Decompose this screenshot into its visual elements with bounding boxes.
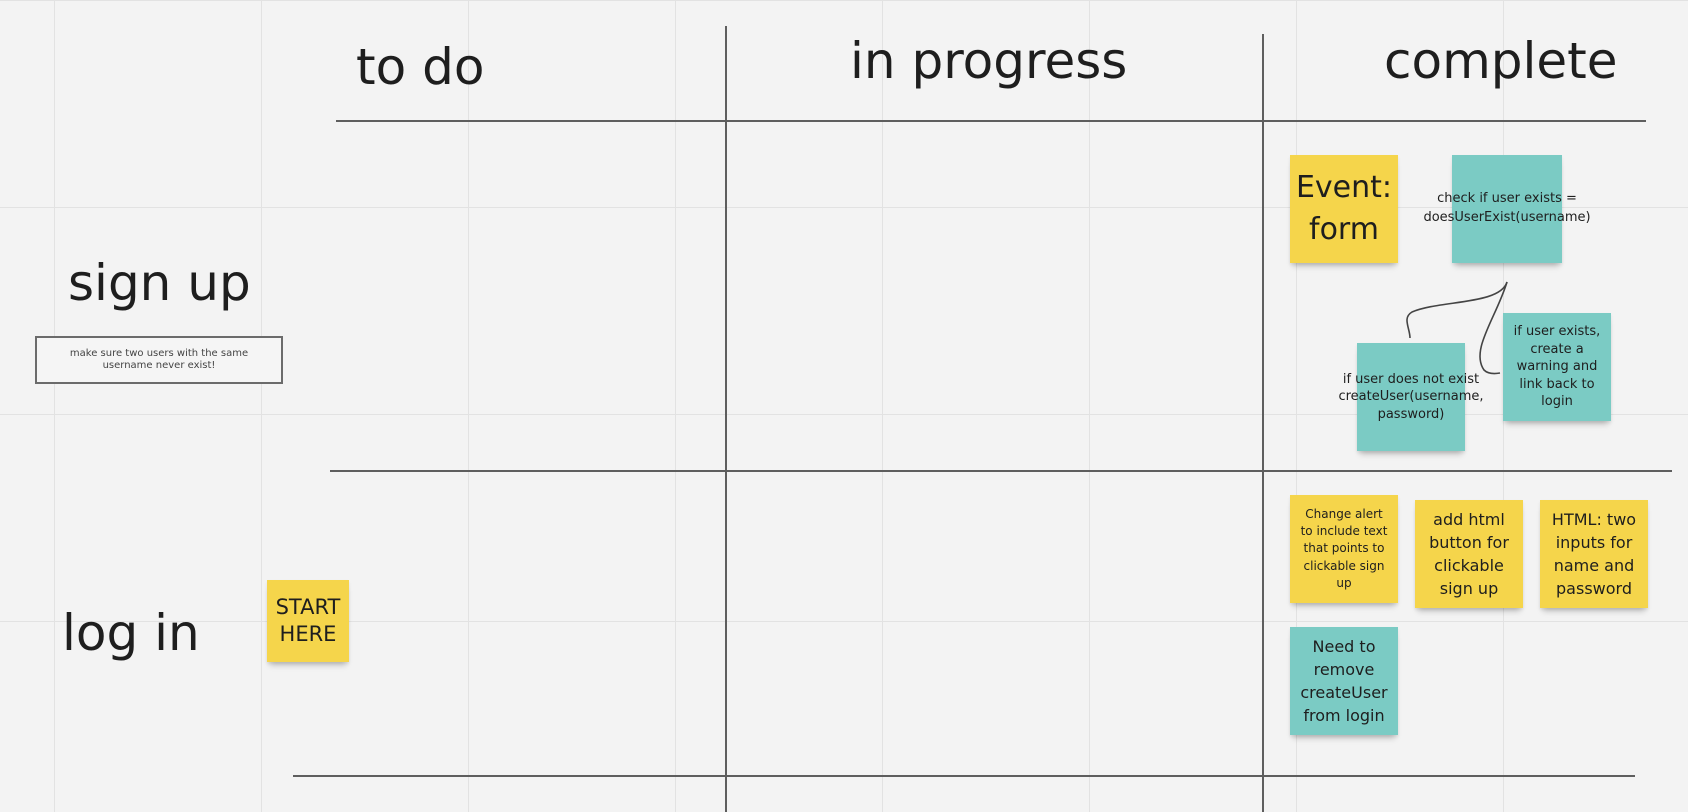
sticky-text: HTML: two inputs for name and password: [1551, 509, 1637, 599]
sticky-text: add html button for clickable sign up: [1429, 509, 1509, 599]
sticky-text: Need to remove createUser from login: [1300, 636, 1388, 726]
sticky-start-here[interactable]: START HERE: [267, 580, 349, 662]
sticky-check-user[interactable]: check if user exists = doesUserExist(use…: [1423, 155, 1591, 263]
sticky-add-html-button[interactable]: add html button for clickable sign up: [1415, 500, 1523, 608]
header-divider-line: [336, 120, 1646, 122]
bottom-divider-line: [293, 775, 1635, 777]
sticky-user-exists[interactable]: if user exists, create a warning and lin…: [1503, 313, 1611, 421]
row-divider-line: [330, 470, 1672, 472]
sticky-user-not-exist[interactable]: if user does not exist createUser(userna…: [1338, 343, 1484, 451]
row-title-log-in[interactable]: log in: [62, 604, 200, 662]
sticky-text: if user does not exist createUser(userna…: [1338, 371, 1484, 422]
sticky-remove-create-user[interactable]: Need to remove createUser from login: [1290, 627, 1398, 735]
uniqueness-text-box[interactable]: make sure two users with the same userna…: [35, 336, 283, 384]
column-title-complete[interactable]: complete: [1384, 32, 1618, 90]
connector-to-not-exist: [1406, 281, 1508, 339]
column-divider-line-2: [1262, 34, 1264, 812]
sticky-text: check if user exists = doesUserExist(use…: [1423, 191, 1591, 225]
sticky-event-form[interactable]: Event: form: [1290, 155, 1398, 263]
sticky-text: START HERE: [275, 595, 341, 646]
column-title-in-progress[interactable]: in progress: [850, 32, 1128, 90]
sticky-text: Event: form: [1295, 170, 1393, 247]
sticky-change-alert[interactable]: Change alert to include text that points…: [1290, 495, 1398, 603]
row-title-sign-up[interactable]: sign up: [68, 254, 251, 312]
uniqueness-text: make sure two users with the same userna…: [69, 347, 249, 372]
sticky-html-inputs[interactable]: HTML: two inputs for name and password: [1540, 500, 1648, 608]
column-divider-line-1: [725, 26, 727, 812]
sticky-text: if user exists, create a warning and lin…: [1513, 324, 1601, 410]
column-title-todo[interactable]: to do: [356, 38, 485, 96]
sticky-text: Change alert to include text that points…: [1300, 506, 1388, 591]
